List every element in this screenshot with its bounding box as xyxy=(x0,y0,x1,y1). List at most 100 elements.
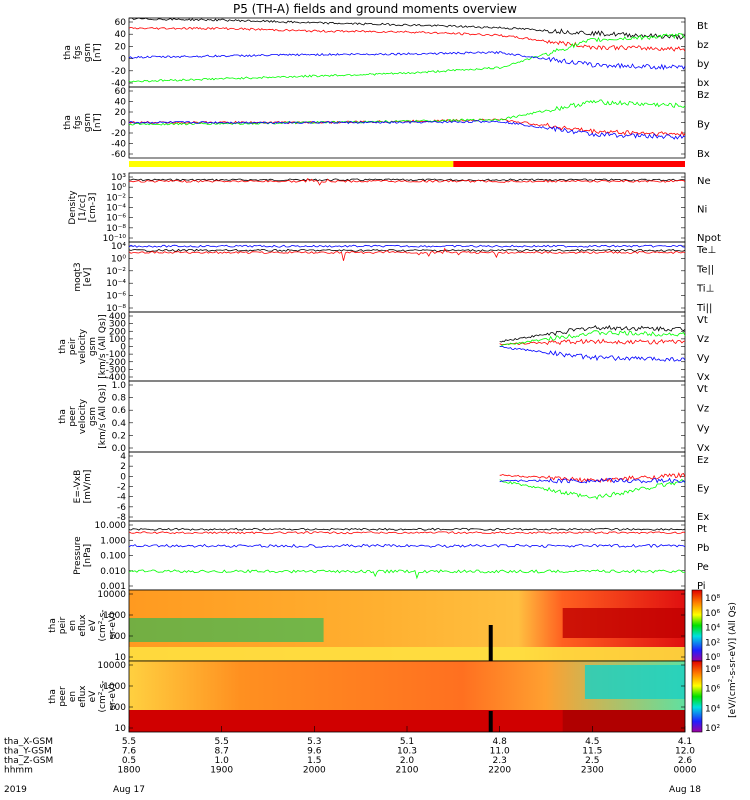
legend-entry: by xyxy=(697,59,709,70)
colorbar xyxy=(691,589,703,662)
x-tick-label: 5.3 xyxy=(307,737,321,747)
y-tick-label: 0.4 xyxy=(112,419,127,429)
x-tick-label: 2.3 xyxy=(493,756,507,766)
x-tick-label: 1.0 xyxy=(215,756,230,766)
colorbar-tick: 10⁴ xyxy=(705,624,720,634)
legend-entry: Ti|| xyxy=(696,303,712,314)
y-tick-label: 10⁻⁸ xyxy=(106,304,126,314)
x-tick-label: 5.1 xyxy=(400,737,414,747)
y-axis-label: (cm²-s- xyxy=(98,680,108,712)
trace-line xyxy=(128,569,686,580)
y-tick-label: -40 xyxy=(111,140,126,150)
x-tick-label: 4.8 xyxy=(493,737,508,747)
y-tick-label: -4 xyxy=(117,493,126,503)
data-gap xyxy=(488,711,493,732)
y-axis-label: tha xyxy=(63,115,73,130)
trace-line xyxy=(128,531,686,535)
y-tick-label: 100 xyxy=(109,632,126,642)
legend-entry: bz xyxy=(697,40,709,51)
y-tick-label: 0.0 xyxy=(112,444,127,454)
x-tick-label: 11.0 xyxy=(490,747,510,757)
y-tick-label: 60 xyxy=(115,18,127,28)
y-axis-label: peir xyxy=(68,337,78,355)
spectrogram-band xyxy=(562,710,685,732)
series-by xyxy=(128,32,686,83)
panel-frame xyxy=(128,380,686,453)
y-axis-label: tha xyxy=(58,409,68,424)
legend-entry: Pe xyxy=(697,562,709,573)
mode-bar-segment xyxy=(453,161,685,167)
y-tick-label: 10⁻⁴ xyxy=(106,204,126,214)
figure-title: P5 (TH-A) fields and ground moments over… xyxy=(233,2,517,16)
y-axis-label: en xyxy=(68,620,78,631)
legend-entry: By xyxy=(697,120,710,131)
y-tick-label: -2 xyxy=(117,483,126,493)
colorbar-tick: 10² xyxy=(705,724,720,734)
x-tick-label: 2200 xyxy=(488,766,511,776)
x-tick-label: 5.5 xyxy=(215,737,229,747)
y-tick-label: 4 xyxy=(120,452,126,462)
y-axis-label: fgs xyxy=(73,45,83,59)
data-gap xyxy=(488,625,493,661)
panel-frame xyxy=(128,172,686,243)
x-tick-label: 7.6 xyxy=(122,747,137,757)
y-tick-label: 10⁰ xyxy=(111,254,126,264)
y-tick-label: 100 xyxy=(109,335,126,345)
y-tick-label: 0.100 xyxy=(100,552,126,562)
y-tick-label: 10⁻⁶ xyxy=(106,214,126,224)
x-date-start: Aug 17 xyxy=(113,785,145,795)
y-tick-label: 100 xyxy=(109,703,126,713)
trace-line xyxy=(128,247,686,261)
legend-entry: Ez xyxy=(697,455,709,466)
y-axis-label: gsm xyxy=(83,43,93,62)
trace-line xyxy=(128,244,686,248)
y-axis-label: eV xyxy=(88,619,98,632)
y-tick-label: 10⁴ xyxy=(111,242,126,252)
x-row-label: tha_Y-GSM xyxy=(4,747,52,757)
y-axis-label: E=-VxB xyxy=(73,470,83,504)
y-axis-label: fgs xyxy=(73,115,83,129)
series-Bx xyxy=(128,120,686,140)
y-axis-label: [eV] xyxy=(83,268,93,287)
y-tick-label: 200 xyxy=(109,327,126,337)
y-tick-label: 1.0 xyxy=(112,381,127,391)
colorbar-tick: 10² xyxy=(705,638,720,648)
trace-line xyxy=(128,527,686,531)
series-By xyxy=(128,99,686,126)
y-axis-label: [cm-3] xyxy=(88,193,98,223)
y-tick-label: -100 xyxy=(106,350,127,360)
x-tick-label: 12.0 xyxy=(675,747,695,757)
y-tick-label: 10⁻¹⁰ xyxy=(103,234,127,244)
panel-7: 420-2-4-6-8 E=-VxB [mV/m] Ez Ey Ex xyxy=(73,451,709,523)
y-axis-label: eV xyxy=(88,690,98,703)
panel-1: 60 40 20 0 -20 -40 tha fgs gsm [nT] Bt bz by bx xyxy=(63,17,709,89)
y-tick-label: 10 xyxy=(115,653,127,663)
x-tick-label: 0000 xyxy=(674,766,697,776)
y-tick-label: 1000 xyxy=(103,682,126,692)
y-tick-label: 0 xyxy=(120,343,126,353)
y-axis-label: Pressure xyxy=(73,536,83,575)
x-tick-label: 11.5 xyxy=(582,747,602,757)
y-axis-label: [1/cc] xyxy=(78,195,88,221)
trace-line xyxy=(128,248,686,252)
spectrogram-band xyxy=(129,710,685,732)
legend-entry: Vt xyxy=(697,384,708,395)
y-axis-label: Density xyxy=(68,190,78,225)
y-tick-label: 20 xyxy=(115,108,127,118)
legend-entry: Ex xyxy=(697,512,709,523)
y-tick-label: 40 xyxy=(115,30,127,40)
x-tick-label: 1900 xyxy=(210,766,233,776)
x-tick-label: 2100 xyxy=(396,766,419,776)
trace-line xyxy=(128,543,686,549)
x-tick-label: 0.5 xyxy=(122,756,136,766)
series-Vz xyxy=(499,338,686,346)
y-tick-label: 40 xyxy=(115,98,127,108)
y-tick-label: 2 xyxy=(120,462,126,472)
y-tick-label: -400 xyxy=(106,373,127,383)
y-tick-label: 1.000 xyxy=(100,536,126,546)
y-axis-label: en xyxy=(68,691,78,702)
legend-entry: Vz xyxy=(697,334,709,345)
y-axis-label: sr-eV) xyxy=(108,612,118,638)
x-row-label: tha_X-GSM xyxy=(4,737,53,747)
